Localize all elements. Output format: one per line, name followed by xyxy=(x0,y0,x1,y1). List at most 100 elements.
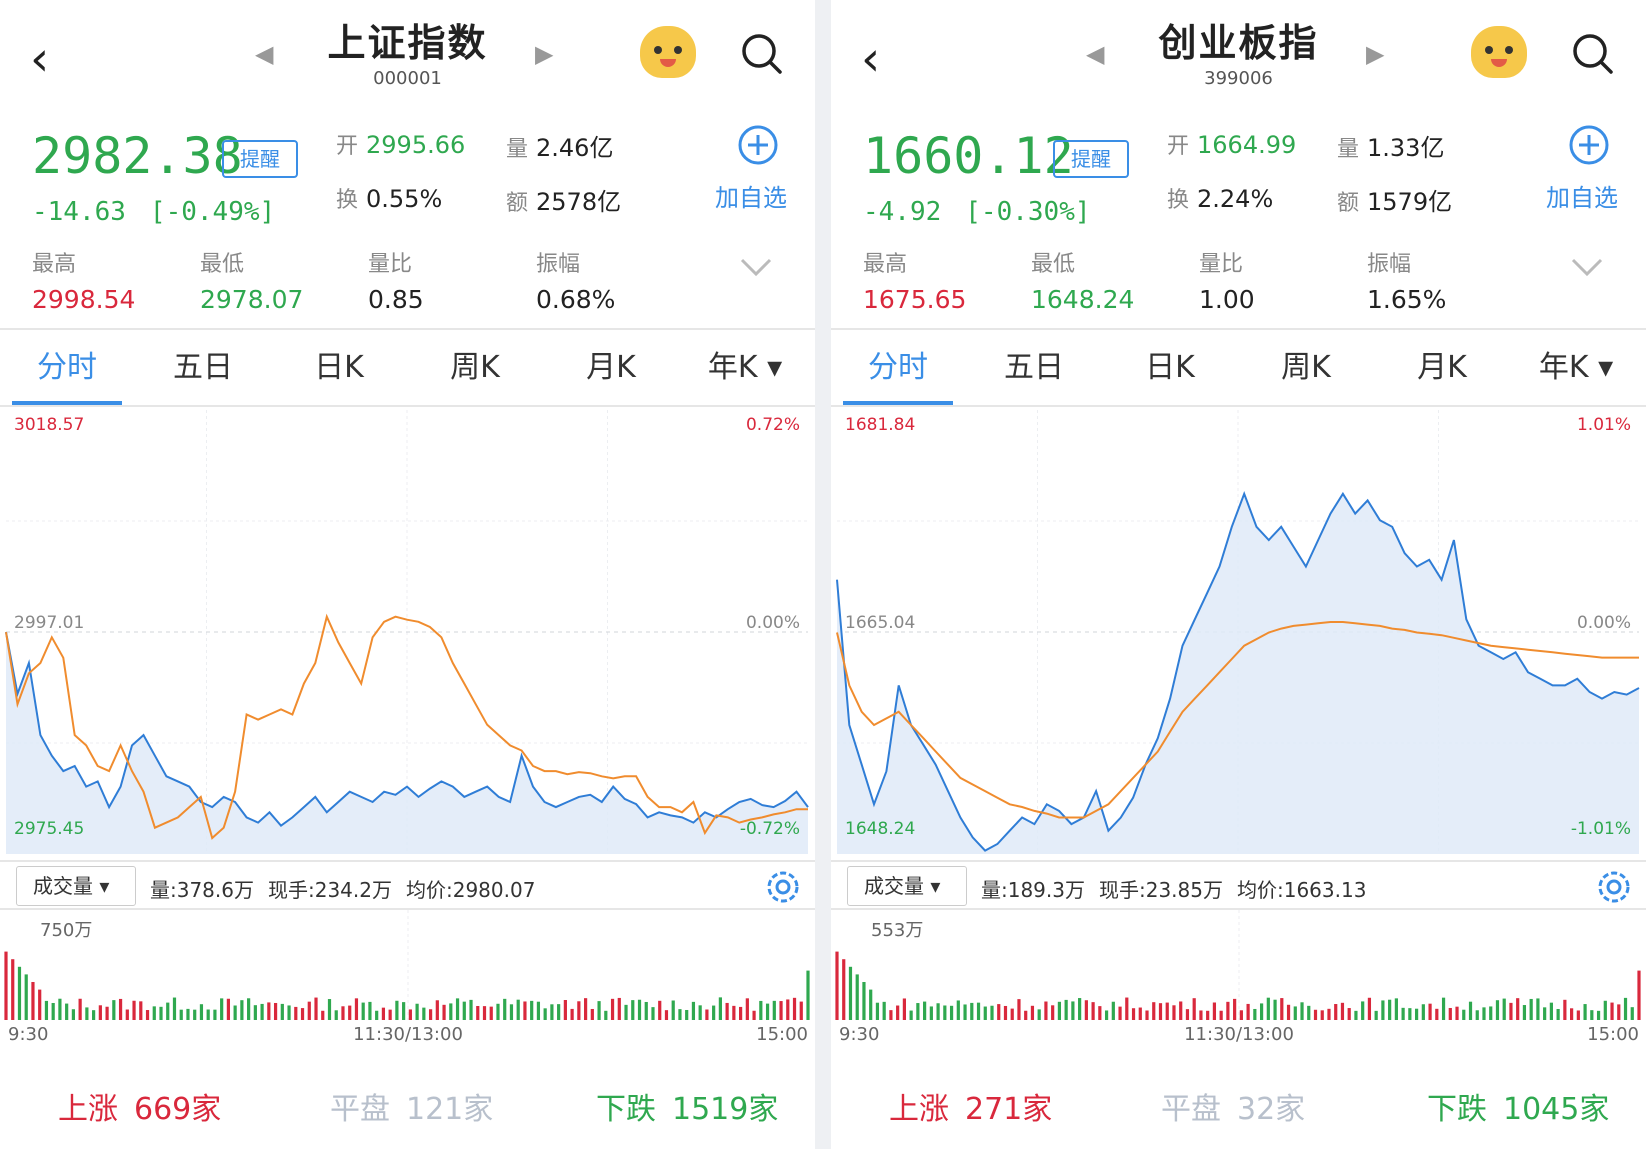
search-icon[interactable] xyxy=(740,32,784,76)
volume-bar xyxy=(1152,1002,1156,1020)
tab-five-day[interactable]: 五日 xyxy=(1004,350,1064,385)
volume-bar xyxy=(85,1007,89,1020)
volume-bar xyxy=(875,1002,880,1020)
volume-info: 量:378.6万 现手:234.2万 均价:2980.07 xyxy=(150,874,549,903)
high-value: 1675.65 xyxy=(863,285,967,314)
add-watchlist-icon[interactable] xyxy=(1568,124,1610,166)
volume-selector[interactable]: 成交量 ▾ xyxy=(847,866,967,906)
volume-bar xyxy=(1421,1004,1425,1020)
volume-bar xyxy=(1603,1000,1607,1020)
volume-bar xyxy=(862,982,866,1020)
volume-bar xyxy=(1246,1003,1250,1020)
volume-chart[interactable]: 750万 9:30 11:30/13:00 15:00 xyxy=(0,910,815,1050)
back-icon[interactable]: ‹ xyxy=(30,31,50,87)
volume-bar xyxy=(442,1004,446,1020)
period-tabs: 分时 五日 日K 周K 月K 年K ▾ xyxy=(831,333,1646,405)
volume-bar xyxy=(765,1003,770,1020)
intraday-chart[interactable]: 1681.84 1.01% 1665.04 0.00% 1648.24 -1.0… xyxy=(831,408,1646,858)
volume-stat: 量 1.33亿 xyxy=(1337,134,1445,162)
volume-bar xyxy=(530,1000,534,1020)
tab-month-k[interactable]: 月K xyxy=(1417,350,1467,385)
next-stock-icon[interactable]: ▶ xyxy=(535,40,554,68)
volume-bar xyxy=(1313,1009,1318,1020)
search-icon[interactable] xyxy=(1571,32,1615,76)
remind-button[interactable]: 提醒 xyxy=(222,140,298,178)
volume-bar xyxy=(422,1007,426,1020)
volume-bar xyxy=(348,1005,352,1020)
volume-bar xyxy=(1017,999,1021,1020)
volume-chart[interactable]: 553万 9:30 11:30/13:00 15:00 xyxy=(831,910,1646,1050)
volume-bar xyxy=(1307,1005,1311,1020)
volume-bar xyxy=(916,1003,920,1020)
tab-day-k[interactable]: 日K xyxy=(314,350,364,385)
tab-day-k[interactable]: 日K xyxy=(1145,350,1195,385)
volume-bar xyxy=(300,1008,305,1020)
add-watchlist-label[interactable]: 加自选 xyxy=(715,184,787,212)
amplitude-label: 振幅 xyxy=(1367,252,1412,277)
divider xyxy=(0,860,815,862)
tab-intraday[interactable]: 分时 xyxy=(37,350,97,385)
tab-year-k[interactable]: 年K ▾ xyxy=(1538,350,1614,385)
volume-bar xyxy=(617,997,621,1020)
volume-bar xyxy=(1549,1002,1553,1020)
volume-selector[interactable]: 成交量 ▾ xyxy=(16,866,136,906)
volume-bar xyxy=(334,1010,338,1020)
intraday-chart[interactable]: 3018.57 0.72% 2997.01 0.00% 2975.45 -0.7… xyxy=(0,408,815,858)
chevron-down-icon[interactable] xyxy=(1569,254,1605,280)
volume-bar xyxy=(98,1005,102,1020)
volume-bar xyxy=(772,1000,776,1020)
volume-bar xyxy=(105,1006,109,1020)
volume-bar xyxy=(1637,970,1641,1020)
amount-stat: 额 2578亿 xyxy=(506,188,622,216)
back-icon[interactable]: ‹ xyxy=(861,31,881,87)
prev-stock-icon[interactable]: ◀ xyxy=(255,40,274,68)
tab-intraday[interactable]: 分时 xyxy=(868,350,928,385)
volume-bar xyxy=(848,966,853,1020)
volume-bar xyxy=(118,998,123,1020)
prev-stock-icon[interactable]: ◀ xyxy=(1086,40,1105,68)
volume-bar xyxy=(590,1008,594,1020)
volume-bar xyxy=(936,1003,940,1020)
volume-bar xyxy=(381,1007,386,1020)
vol-avg-price: 均价:1663.13 xyxy=(1237,878,1367,902)
tab-month-k[interactable]: 月K xyxy=(586,350,636,385)
mascot-icon[interactable] xyxy=(1471,26,1527,78)
vol-max-label: 553万 xyxy=(871,920,923,941)
volume-bar xyxy=(1219,1010,1223,1020)
volume-bar xyxy=(631,1000,635,1020)
volume-bar xyxy=(4,951,8,1020)
volume-bar xyxy=(1145,1010,1149,1020)
volume-bar xyxy=(1253,1008,1257,1020)
gear-icon[interactable] xyxy=(1593,866,1635,908)
volume-bar xyxy=(1590,1010,1594,1020)
tab-week-k[interactable]: 周K xyxy=(1281,350,1331,385)
add-watchlist-icon[interactable] xyxy=(737,124,779,166)
volume-bar xyxy=(51,1002,55,1020)
volume-bar xyxy=(732,1005,736,1020)
volume-bar xyxy=(1576,1010,1580,1020)
high-value: 2998.54 xyxy=(32,285,136,314)
volume-bar xyxy=(44,1000,49,1020)
volume-bar xyxy=(1071,1001,1075,1020)
tab-five-day[interactable]: 五日 xyxy=(173,350,233,385)
low-value: 1648.24 xyxy=(1031,285,1135,314)
price-line xyxy=(836,490,1640,852)
volume-bar xyxy=(428,1009,433,1020)
volume-bar xyxy=(1091,1002,1095,1020)
volume-bar xyxy=(1441,997,1446,1020)
add-watchlist-label[interactable]: 加自选 xyxy=(1546,184,1618,212)
next-stock-icon[interactable]: ▶ xyxy=(1366,40,1385,68)
gear-icon[interactable] xyxy=(762,866,804,908)
volume-bar xyxy=(1354,1010,1358,1020)
tab-year-k[interactable]: 年K ▾ xyxy=(707,350,783,385)
chevron-down-icon[interactable] xyxy=(738,254,774,280)
tab-week-k[interactable]: 周K xyxy=(450,350,500,385)
volume-bar xyxy=(1030,1005,1035,1020)
remind-button[interactable]: 提醒 xyxy=(1053,140,1129,178)
change-pct: [-0.49%] xyxy=(149,197,276,227)
volume-bar xyxy=(17,966,22,1020)
pct-zero-label: 0.00% xyxy=(1577,613,1631,633)
mascot-icon[interactable] xyxy=(640,26,696,78)
volume-bar xyxy=(1596,1010,1601,1020)
volume-bar xyxy=(489,1006,493,1020)
